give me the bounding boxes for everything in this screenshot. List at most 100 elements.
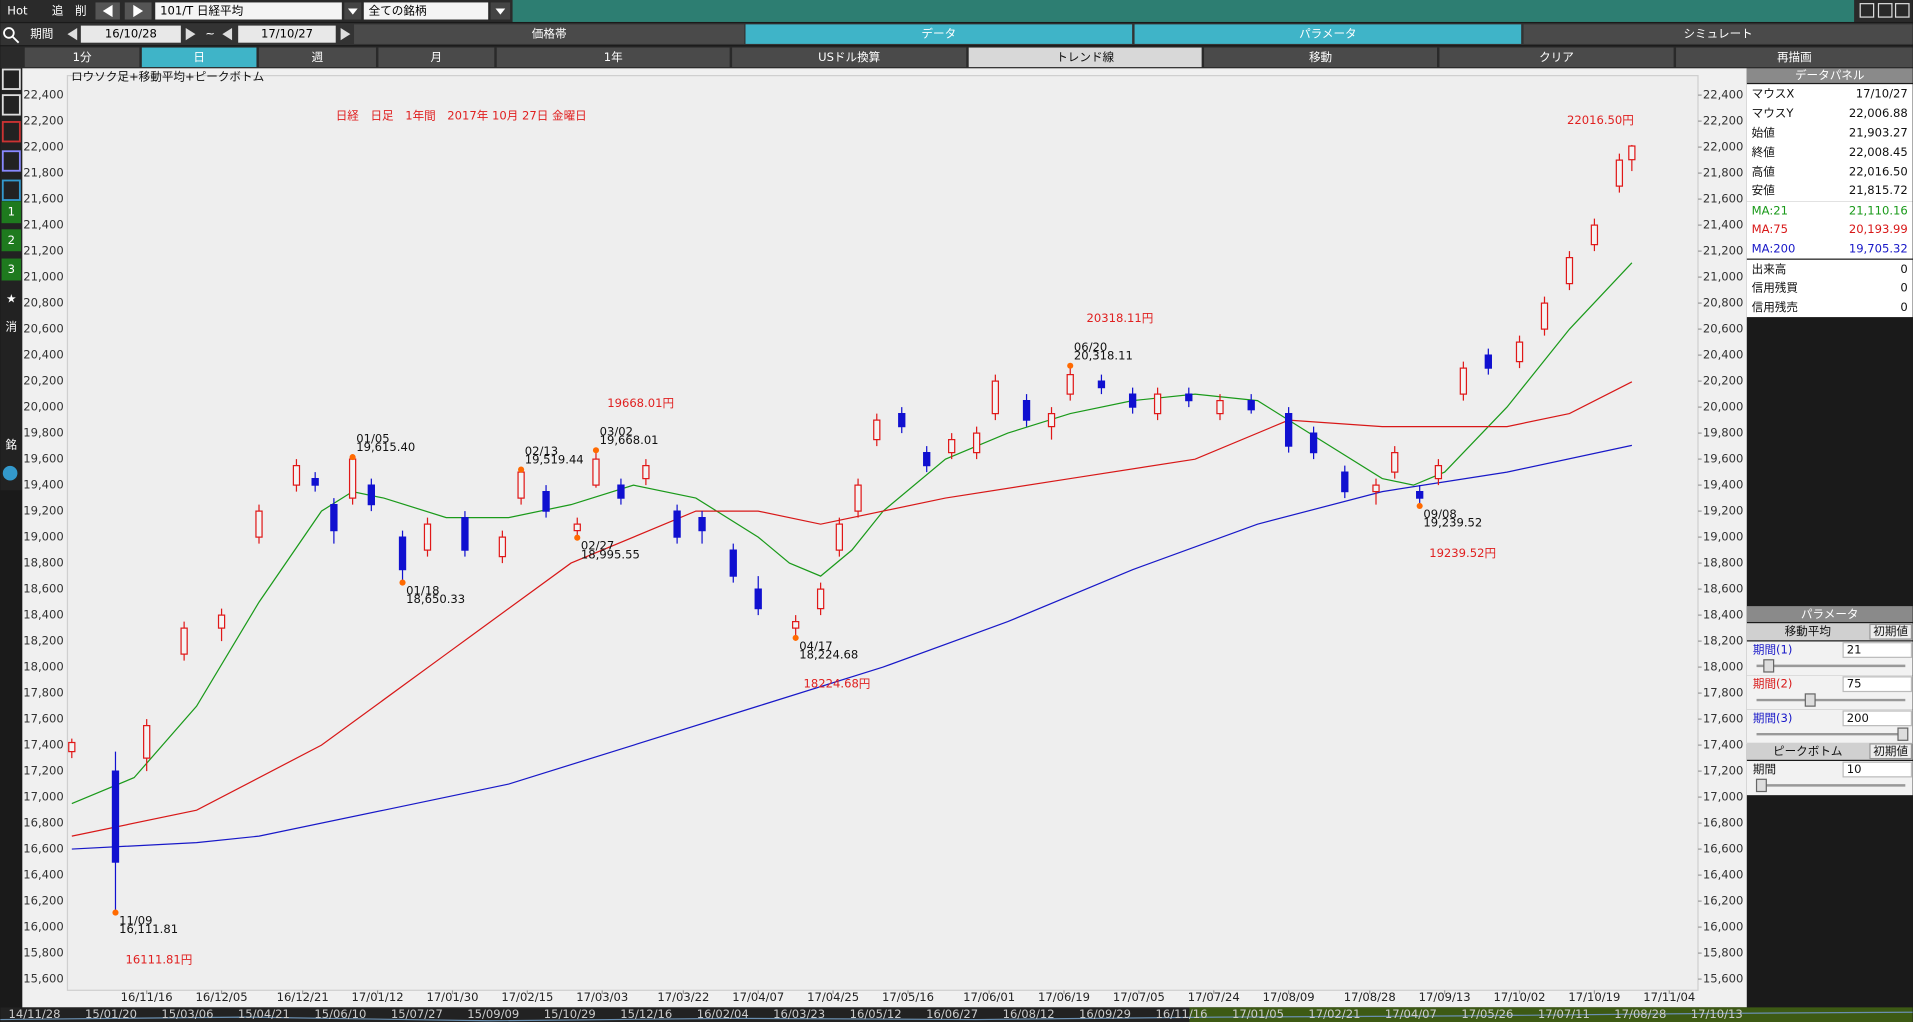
button[interactable]: [141, 47, 257, 68]
peak-label: 18,224.68: [799, 647, 858, 661]
settings-icon[interactable]: [2, 465, 18, 481]
button[interactable]: [1204, 47, 1438, 68]
sidebar-icon[interactable]: [1, 68, 21, 90]
period-prev[interactable]: [67, 28, 78, 41]
sidebar-label[interactable]: 消: [6, 319, 18, 333]
period-next[interactable]: [340, 28, 351, 41]
button[interactable]: [24, 47, 140, 68]
button-label[interactable]: 日: [193, 50, 205, 64]
toolbar-button[interactable]: 追: [52, 3, 64, 17]
param-input[interactable]: [1842, 761, 1913, 778]
tab-label[interactable]: データ: [921, 27, 956, 41]
sidebar-label[interactable]: 1: [8, 205, 15, 219]
peak-date: 04/17: [799, 639, 832, 653]
peak-label: 16,111.81: [119, 922, 178, 936]
slider-thumb[interactable]: [1897, 727, 1909, 741]
tab-label[interactable]: パラメータ: [1299, 27, 1357, 41]
button-label[interactable]: 週: [312, 50, 324, 64]
sidebar-icon[interactable]: [1, 94, 21, 116]
date-box[interactable]: [238, 25, 336, 43]
panel-group: [1746, 259, 1913, 318]
candle-body: [673, 510, 681, 538]
section-title: 移動平均: [1785, 624, 1831, 638]
window-button[interactable]: [1877, 3, 1893, 18]
sidebar-label[interactable]: 2: [8, 233, 15, 247]
sidebar-icon[interactable]: [1, 179, 21, 201]
sidebar-icon[interactable]: [1, 258, 22, 281]
peak-date: 02/13: [525, 444, 558, 458]
y-tick-label: 19,800: [23, 426, 64, 440]
window-button[interactable]: [1859, 3, 1875, 18]
button[interactable]: [968, 47, 1202, 68]
y-tick-label: 17,200: [23, 764, 64, 778]
tab[interactable]: [745, 24, 1133, 44]
button[interactable]: [1676, 47, 1913, 68]
button-label[interactable]: トレンド線: [1056, 50, 1114, 64]
drop-icon: [495, 8, 506, 15]
slider-thumb[interactable]: [1755, 778, 1767, 793]
button[interactable]: [258, 47, 376, 68]
candle-body: [1459, 367, 1468, 395]
tab-label[interactable]: シミュレート: [1683, 27, 1752, 41]
param-input[interactable]: [1842, 710, 1913, 727]
sidebar-label[interactable]: ★: [6, 291, 16, 305]
overview-date: 17/10/13: [1691, 1007, 1743, 1021]
tab[interactable]: [354, 24, 745, 44]
peak-date: 11/09: [119, 914, 152, 928]
button-label[interactable]: USドル換算: [818, 50, 880, 64]
sidebar-icon[interactable]: [1, 121, 21, 143]
x-tick-label: 17/09/13: [1419, 990, 1471, 1004]
reset-label[interactable]: 初期値: [1873, 624, 1908, 638]
button-label[interactable]: 移動: [1309, 50, 1332, 64]
button[interactable]: [496, 47, 730, 68]
button-label[interactable]: クリア: [1539, 50, 1574, 64]
symbol-box[interactable]: [155, 2, 342, 20]
tab[interactable]: [1134, 24, 1522, 44]
candle-body: [991, 380, 1000, 415]
y-tick-label: 15,800: [23, 946, 64, 960]
period-sep: ~: [205, 27, 215, 41]
window-button[interactable]: [1894, 3, 1910, 18]
reset-button[interactable]: [1869, 623, 1913, 640]
reset-label[interactable]: 初期値: [1873, 744, 1908, 758]
param-value[interactable]: 10: [1847, 762, 1862, 776]
y-tick-label: 19,600: [23, 452, 64, 466]
param-value[interactable]: 21: [1847, 643, 1862, 657]
candle-body: [1391, 452, 1399, 473]
toolbar-button[interactable]: 削: [75, 3, 87, 17]
sidebar-label[interactable]: 銘: [6, 438, 18, 452]
button-label[interactable]: 1分: [73, 50, 92, 64]
param-input[interactable]: [1842, 642, 1913, 658]
overview-date: 17/05/26: [1461, 1007, 1513, 1021]
reset-button[interactable]: [1869, 743, 1913, 760]
period-next[interactable]: [185, 28, 196, 41]
tab[interactable]: [1523, 24, 1913, 44]
slider-thumb[interactable]: [1804, 693, 1816, 707]
data-value: 22,016.50: [1849, 164, 1908, 178]
candle-body: [1022, 400, 1031, 421]
button[interactable]: [1439, 47, 1674, 68]
candle-body: [729, 549, 737, 577]
slider-thumb[interactable]: [1763, 659, 1775, 673]
button-label[interactable]: 月: [431, 50, 443, 64]
toolbar-button[interactable]: Hot: [7, 3, 28, 17]
button-label[interactable]: 1年: [604, 50, 623, 64]
sidebar-label[interactable]: 3: [8, 262, 15, 276]
param-value[interactable]: 200: [1847, 711, 1869, 725]
sidebar-icon[interactable]: [1, 150, 21, 172]
y-tick-label: 18,600: [23, 582, 64, 596]
tab-label[interactable]: 価格帯: [532, 27, 567, 41]
button-label[interactable]: 再描画: [1777, 50, 1812, 64]
button[interactable]: [378, 47, 495, 68]
y-tick-label: 21,400: [23, 218, 64, 232]
y-tick-label: 19,200: [23, 504, 64, 518]
param-input[interactable]: [1842, 676, 1913, 693]
period-prev[interactable]: [222, 28, 233, 41]
param-value[interactable]: 75: [1847, 677, 1862, 691]
x-tick-label: 17/06/19: [1038, 990, 1090, 1004]
universe-box[interactable]: [363, 2, 489, 20]
sidebar-icon[interactable]: [1, 201, 22, 224]
button[interactable]: [732, 47, 967, 68]
sidebar-icon[interactable]: [1, 229, 22, 252]
date-box[interactable]: [80, 25, 181, 43]
